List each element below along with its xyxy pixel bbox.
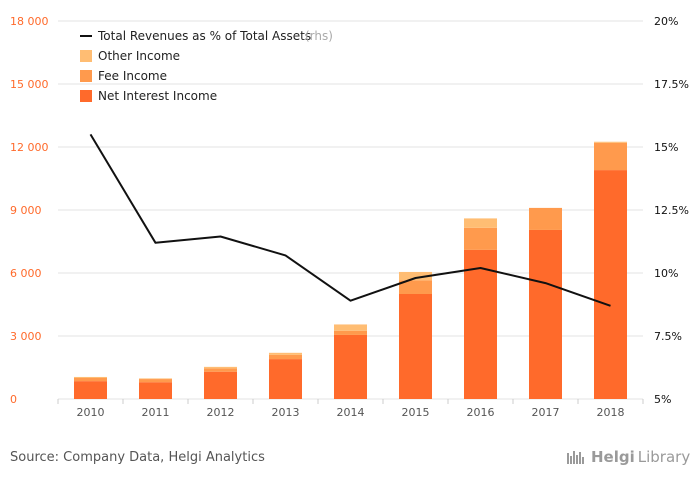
- y2-tick-label: 10%: [654, 267, 678, 280]
- bar-segment: [204, 371, 237, 399]
- bar-segment: [204, 368, 237, 372]
- bar-segment: [74, 378, 107, 382]
- x-tick-label: 2018: [597, 406, 625, 419]
- y2-tick-label: 17.5%: [654, 78, 689, 91]
- bar-segment: [529, 229, 562, 399]
- x-tick-label: 2011: [142, 406, 170, 419]
- bar-segment: [464, 227, 497, 250]
- legend-swatch: [80, 70, 92, 82]
- bar-segment: [529, 207, 562, 230]
- legend-label: Fee Income: [98, 69, 167, 83]
- bar-segment: [594, 141, 627, 143]
- library-icon: [567, 451, 584, 464]
- y2-tick-label: 12.5%: [654, 204, 689, 217]
- bar-segment: [269, 354, 302, 360]
- bar-segment: [269, 352, 302, 355]
- x-tick-label: 2017: [532, 406, 560, 419]
- bar-segment: [399, 271, 432, 281]
- line-series-total-revenues: [89, 133, 611, 307]
- bar-segment: [464, 249, 497, 399]
- x-tick-label: 2016: [467, 406, 495, 419]
- bar-segment: [334, 330, 367, 335]
- y-tick-label: 0: [10, 393, 17, 406]
- bar-segment: [399, 280, 432, 294]
- bar-segment: [74, 376, 107, 378]
- legend-label: Total Revenues as % of Total Assets: [97, 29, 311, 43]
- bar-segment: [74, 381, 107, 399]
- bar-segment: [594, 170, 627, 399]
- helgi-library-logo: Helgi Library: [566, 448, 690, 466]
- legend-label-suffix: (rhs): [305, 29, 333, 43]
- bar-segment: [139, 382, 172, 399]
- bar-segment: [594, 142, 627, 171]
- bar-segment: [464, 218, 497, 228]
- legend-label: Net Interest Income: [98, 89, 217, 103]
- bar-segment: [334, 324, 367, 331]
- legend-label: Other Income: [98, 49, 180, 63]
- y-tick-label: 3 000: [10, 330, 42, 343]
- y-tick-label: 12 000: [10, 141, 49, 154]
- x-tick-label: 2013: [272, 406, 300, 419]
- y-tick-label: 9 000: [10, 204, 42, 217]
- y-tick-label: 15 000: [10, 78, 49, 91]
- bar-segment: [204, 366, 237, 369]
- x-tick-label: 2015: [402, 406, 430, 419]
- y-tick-label: 6 000: [10, 267, 42, 280]
- y-tick-label: 18 000: [10, 15, 49, 28]
- bar-segment: [399, 294, 432, 399]
- legend-swatch: [80, 90, 92, 102]
- logo-text-library: Library: [637, 448, 691, 466]
- y2-tick-label: 15%: [654, 141, 678, 154]
- x-tick-label: 2014: [337, 406, 365, 419]
- bar-segment: [269, 359, 302, 399]
- y2-tick-label: 7.5%: [654, 330, 682, 343]
- y2-tick-label: 20%: [654, 15, 678, 28]
- bar-segment: [334, 334, 367, 399]
- bar-segment: [139, 378, 172, 380]
- source-note: Source: Company Data, Helgi Analytics: [10, 450, 265, 465]
- x-tick-label: 2012: [207, 406, 235, 419]
- bar-segment: [139, 379, 172, 383]
- x-tick-label: 2010: [77, 406, 105, 419]
- y2-tick-label: 5%: [654, 393, 671, 406]
- legend-swatch: [80, 50, 92, 62]
- logo-text-helgi: Helgi: [591, 448, 635, 466]
